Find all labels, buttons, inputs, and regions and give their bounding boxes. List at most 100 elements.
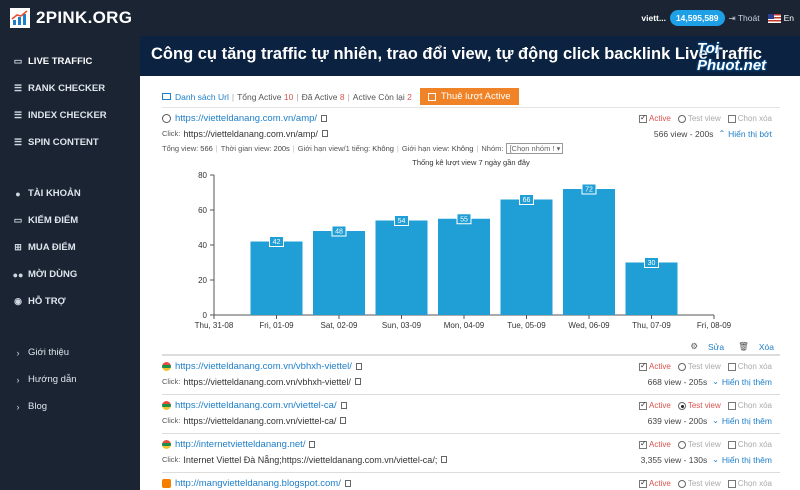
test-view-radio[interactable]: Test view: [677, 479, 721, 488]
nav-label: MUA ĐIỂM: [28, 242, 76, 253]
radio-icon: [677, 479, 686, 488]
select-delete-label: Chọn xóa: [737, 479, 772, 488]
user-icon: ●: [15, 188, 21, 199]
nav-earn-points[interactable]: ▭ KIẾM ĐIỂM: [0, 207, 140, 234]
data-label: 30: [648, 260, 656, 267]
click-label: Click:: [162, 455, 181, 464]
nav-label: SPIN CONTENT: [28, 137, 99, 148]
language-switch[interactable]: En: [783, 13, 794, 23]
url-link[interactable]: http://mangvietteldanang.blogspot.com/: [175, 478, 341, 489]
bar: [313, 231, 365, 315]
toggle-details-link[interactable]: ⌄ Hiển thị thêm: [712, 416, 772, 426]
copy-icon[interactable]: [344, 480, 351, 487]
laptop-icon: ▭: [13, 215, 23, 225]
toggle-details-link[interactable]: ⌄ Hiển thị thêm: [712, 377, 772, 387]
group-select[interactable]: [Chọn nhóm ! ▾: [506, 142, 564, 154]
copy-icon[interactable]: [441, 456, 448, 463]
list-icon: [162, 93, 171, 100]
data-label-box: [644, 257, 659, 268]
logo[interactable]: 2PINK.ORG: [0, 0, 140, 36]
copy-icon[interactable]: [340, 417, 347, 424]
select-delete-checkbox[interactable]: Chọn xóa: [727, 479, 772, 488]
data-label: 42: [273, 239, 281, 246]
nav-label: Blog: [28, 401, 48, 412]
copy-icon[interactable]: [355, 363, 362, 370]
select-delete-checkbox[interactable]: Chọn xóa: [727, 362, 772, 371]
x-tick-label: Mon, 04-09: [444, 321, 485, 330]
select-delete-checkbox[interactable]: Chọn xóa: [727, 440, 772, 449]
test-view-radio[interactable]: Test view: [677, 362, 721, 371]
nav-guide[interactable]: › Hướng dẫn: [0, 366, 140, 393]
radio-icon: [677, 362, 686, 371]
url-link[interactable]: https://vietteldanang.com.vn/vbhxh-viett…: [175, 361, 352, 372]
delete-button[interactable]: 🗑 Xóa: [731, 341, 774, 352]
gear-icon: ⚙: [690, 341, 698, 351]
url-link[interactable]: https://vietteldanang.com.vn/amp/: [175, 113, 318, 124]
url-link[interactable]: http://internetvietteldanang.net/: [175, 439, 306, 450]
data-label-box: [519, 194, 534, 205]
x-tick-label: Sat, 02-09: [321, 321, 358, 330]
click-value: Internet Viettel Đà Nẵng;https://viettel…: [183, 454, 438, 465]
nav-buy-points[interactable]: ⊞ MUA ĐIỂM: [0, 234, 140, 261]
copy-icon[interactable]: [321, 130, 328, 137]
nav-label: Hướng dẫn: [28, 374, 77, 385]
nav-invite[interactable]: ●● MỜI DÙNG: [0, 261, 140, 288]
copy-icon[interactable]: [354, 378, 361, 385]
copy-icon[interactable]: [340, 402, 347, 409]
select-delete-checkbox[interactable]: Chọn xóa: [727, 401, 772, 410]
nav-about[interactable]: › Giới thiệu: [0, 339, 140, 366]
active-label: Active: [649, 401, 671, 410]
active-checkbox[interactable]: Active: [639, 478, 671, 488]
checkbox-checked-icon: [639, 478, 648, 488]
nav-live-traffic[interactable]: ▭ LIVE TRAFFIC: [0, 48, 140, 75]
filter-label: Thời gian view:: [220, 143, 272, 153]
test-view-label: Test view: [687, 440, 721, 449]
nav-account[interactable]: ● TÀI KHOẢN: [0, 180, 140, 207]
toggle-details-link[interactable]: ⌄ Hiển thị thêm: [712, 455, 772, 465]
logout-link[interactable]: ⇥ Thoát: [729, 13, 760, 24]
test-view-radio[interactable]: Test view: [677, 440, 721, 449]
select-delete-label: Chọn xóa: [737, 362, 772, 371]
copy-icon[interactable]: [309, 441, 316, 448]
url-link[interactable]: https://vietteldanang.com.vn/viettel-ca/: [175, 400, 337, 411]
checkbox-checked-icon: [639, 400, 648, 410]
checkbox-icon: [727, 479, 736, 488]
test-view-radio[interactable]: Test view: [677, 114, 721, 123]
toggle-details-link[interactable]: ⌃ Hiển thị bớt: [718, 129, 772, 139]
data-label: 72: [585, 187, 593, 194]
rent-active-button[interactable]: Thuê lượt Active: [419, 88, 519, 105]
check-square-icon: [427, 92, 436, 101]
remaining-value: 2: [407, 91, 412, 102]
chart-title: Thống kê lượt view 7 ngày gần đây: [412, 158, 530, 167]
active-checkbox[interactable]: Active: [639, 113, 671, 123]
test-view-radio[interactable]: Test view: [677, 401, 721, 410]
total-active-value: 10: [283, 91, 294, 102]
checkbox-icon: [727, 114, 736, 123]
active-checkbox[interactable]: Active: [639, 400, 671, 410]
nav-rank-checker[interactable]: ☰ RANK CHECKER: [0, 75, 140, 102]
radio-icon: [677, 440, 686, 449]
active-checkbox[interactable]: Active: [639, 439, 671, 449]
watermark-text: Toi Phuot.net: [697, 40, 767, 74]
nav-index-checker[interactable]: ☰ INDEX CHECKER: [0, 102, 140, 129]
url-list-link[interactable]: Danh sách Url: [162, 92, 229, 102]
user-name[interactable]: viett...: [641, 13, 666, 23]
nav-label: KIẾM ĐIỂM: [28, 215, 79, 226]
select-delete-checkbox[interactable]: Chọn xóa: [727, 114, 772, 123]
nav-spin-content[interactable]: ☰ SPIN CONTENT: [0, 129, 140, 156]
checkbox-icon: [727, 401, 736, 410]
data-label-box: [394, 215, 409, 226]
copy-icon[interactable]: [321, 115, 328, 122]
data-label: 48: [335, 229, 343, 236]
filter-value: 200s: [273, 143, 290, 153]
select-delete-label: Chọn xóa: [737, 440, 772, 449]
nav-label: Giới thiệu: [28, 347, 70, 358]
y-tick-label: 40: [198, 241, 207, 250]
edit-button[interactable]: ⚙ Sửa: [683, 341, 724, 352]
active-checkbox[interactable]: Active: [639, 361, 671, 371]
click-value: https://vietteldanang.com.vn/viettel-ca/: [183, 415, 337, 426]
nav-support[interactable]: ◉ HỖ TRỢ: [0, 288, 140, 315]
nav-blog[interactable]: › Blog: [0, 393, 140, 420]
blogger-icon: [162, 479, 171, 488]
logo-chart-icon: [10, 8, 30, 28]
